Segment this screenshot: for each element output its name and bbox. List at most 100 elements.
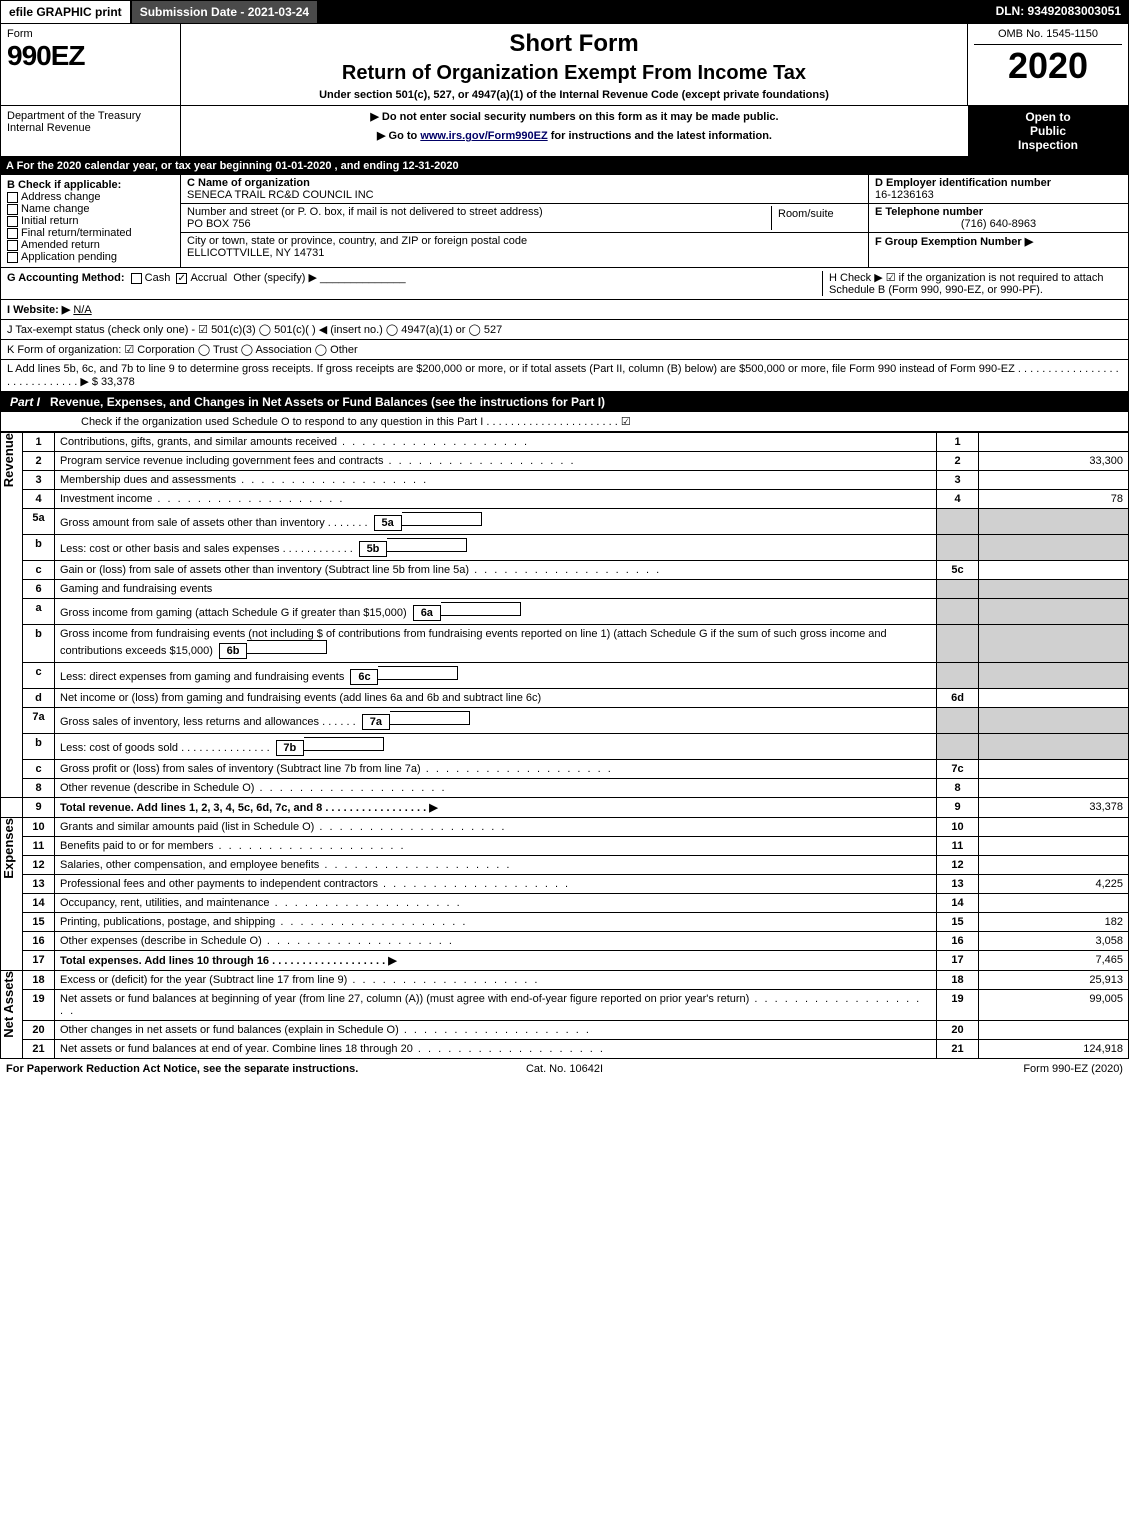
chk-name-change[interactable] bbox=[7, 204, 18, 215]
footer-formref: Form 990-EZ (2020) bbox=[751, 1063, 1123, 1075]
line-l-amount: 33,378 bbox=[101, 376, 135, 388]
r6d-rn: 6d bbox=[937, 689, 979, 708]
r6b-subamt bbox=[247, 640, 327, 654]
r2-rn: 2 bbox=[937, 452, 979, 471]
form-number: 990EZ bbox=[7, 40, 174, 72]
r6a-desc: Gross income from gaming (attach Schedul… bbox=[60, 607, 407, 619]
r7b-sn: 7b bbox=[276, 740, 304, 756]
r12-num: 12 bbox=[23, 856, 55, 875]
line-j: J Tax-exempt status (check only one) - ☑… bbox=[0, 320, 1129, 340]
r1-rn: 1 bbox=[937, 433, 979, 452]
tax-year: 2020 bbox=[974, 45, 1122, 87]
r12-desc: Salaries, other compensation, and employ… bbox=[60, 859, 511, 871]
r15-amt: 182 bbox=[979, 913, 1129, 932]
r5c-desc: Gain or (loss) from sale of assets other… bbox=[60, 564, 661, 576]
r4-rn: 4 bbox=[937, 490, 979, 509]
line-k: K Form of organization: ☑ Corporation ◯ … bbox=[0, 340, 1129, 360]
r16-num: 16 bbox=[23, 932, 55, 951]
r11-num: 11 bbox=[23, 837, 55, 856]
part-1-title: Revenue, Expenses, and Changes in Net As… bbox=[50, 395, 1123, 409]
form-word: Form bbox=[7, 28, 174, 40]
r12-amt bbox=[979, 856, 1129, 875]
public: Public bbox=[974, 124, 1122, 138]
r11-amt bbox=[979, 837, 1129, 856]
r14-rn: 14 bbox=[937, 894, 979, 913]
submission-date-button[interactable]: Submission Date - 2021-03-24 bbox=[131, 0, 318, 24]
title-return: Return of Organization Exempt From Incom… bbox=[187, 62, 961, 85]
chk-cash[interactable] bbox=[131, 273, 142, 284]
r14-desc: Occupancy, rent, utilities, and maintena… bbox=[60, 897, 462, 909]
title-short-form: Short Form bbox=[187, 30, 961, 58]
irs-link[interactable]: www.irs.gov/Form990EZ bbox=[420, 130, 547, 142]
r13-num: 13 bbox=[23, 875, 55, 894]
r9-rn: 9 bbox=[937, 798, 979, 818]
open-to: Open to bbox=[974, 110, 1122, 124]
r3-num: 3 bbox=[23, 471, 55, 490]
r8-amt bbox=[979, 779, 1129, 798]
r7c-num: c bbox=[23, 760, 55, 779]
chk-initial-return[interactable] bbox=[7, 216, 18, 227]
r14-amt bbox=[979, 894, 1129, 913]
r13-desc: Professional fees and other payments to … bbox=[60, 878, 570, 890]
tel-label: E Telephone number bbox=[875, 206, 1122, 218]
r4-num: 4 bbox=[23, 490, 55, 509]
identity-block: B Check if applicable: Address change Na… bbox=[0, 175, 1129, 268]
addr: PO BOX 756 bbox=[187, 218, 771, 230]
r7b-desc: Less: cost of goods sold bbox=[60, 742, 178, 754]
r15-desc: Printing, publications, postage, and shi… bbox=[60, 916, 467, 928]
chk-application-pending[interactable] bbox=[7, 252, 18, 263]
r5a-sn: 5a bbox=[374, 515, 402, 531]
r13-amt: 4,225 bbox=[979, 875, 1129, 894]
r6d-desc: Net income or (loss) from gaming and fun… bbox=[60, 692, 541, 704]
r6d-num: d bbox=[23, 689, 55, 708]
r17-num: 17 bbox=[23, 951, 55, 971]
efile-print-button[interactable]: efile GRAPHIC print bbox=[0, 0, 131, 24]
r11-rn: 11 bbox=[937, 837, 979, 856]
addr-label: Number and street (or P. O. box, if mail… bbox=[187, 206, 771, 218]
r10-amt bbox=[979, 818, 1129, 837]
r4-desc: Investment income bbox=[60, 493, 344, 505]
chk-final-return[interactable] bbox=[7, 228, 18, 239]
r21-rn: 21 bbox=[937, 1040, 979, 1059]
r6b-desc: Gross income from fundraising events (no… bbox=[60, 628, 887, 657]
part-1-check-line: Check if the organization used Schedule … bbox=[0, 412, 1129, 432]
r20-rn: 20 bbox=[937, 1021, 979, 1040]
r14-num: 14 bbox=[23, 894, 55, 913]
chk-accrual[interactable] bbox=[176, 273, 187, 284]
opt-name-change: Name change bbox=[21, 203, 90, 215]
r17-rn: 17 bbox=[937, 951, 979, 971]
r1-amt bbox=[979, 433, 1129, 452]
r18-rn: 18 bbox=[937, 971, 979, 990]
r17-desc: Total expenses. Add lines 10 through 16 … bbox=[60, 955, 397, 967]
r10-rn: 10 bbox=[937, 818, 979, 837]
opt-address-change: Address change bbox=[21, 191, 101, 203]
line-a-period: A For the 2020 calendar year, or tax yea… bbox=[0, 157, 1129, 175]
page-footer: For Paperwork Reduction Act Notice, see … bbox=[0, 1059, 1129, 1079]
r3-rn: 3 bbox=[937, 471, 979, 490]
r13-rn: 13 bbox=[937, 875, 979, 894]
opt-initial-return: Initial return bbox=[21, 215, 78, 227]
r10-desc: Grants and similar amounts paid (list in… bbox=[60, 821, 506, 833]
r6a-subamt bbox=[441, 602, 521, 616]
r5a-subamt bbox=[402, 512, 482, 526]
r7b-subamt bbox=[304, 737, 384, 751]
chk-address-change[interactable] bbox=[7, 192, 18, 203]
room-suite-label: Room/suite bbox=[772, 206, 862, 230]
r8-num: 8 bbox=[23, 779, 55, 798]
r12-rn: 12 bbox=[937, 856, 979, 875]
r18-num: 18 bbox=[23, 971, 55, 990]
chk-amended-return[interactable] bbox=[7, 240, 18, 251]
r6b-num: b bbox=[23, 625, 55, 663]
r5a-num: 5a bbox=[23, 509, 55, 535]
goto-suffix: for instructions and the latest informat… bbox=[548, 130, 772, 142]
part-1-table: Revenue 1 Contributions, gifts, grants, … bbox=[0, 432, 1129, 1059]
r7a-num: 7a bbox=[23, 708, 55, 734]
dln-label: DLN: 93492083003051 bbox=[988, 0, 1129, 24]
r9-desc: Total revenue. Add lines 1, 2, 3, 4, 5c,… bbox=[60, 802, 438, 814]
r20-num: 20 bbox=[23, 1021, 55, 1040]
opt-cash: Cash bbox=[145, 272, 171, 284]
goto-prefix: ▶ Go to bbox=[377, 130, 420, 142]
opt-final-return: Final return/terminated bbox=[21, 227, 132, 239]
subtitle: Under section 501(c), 527, or 4947(a)(1)… bbox=[187, 89, 961, 101]
r6c-num: c bbox=[23, 663, 55, 689]
